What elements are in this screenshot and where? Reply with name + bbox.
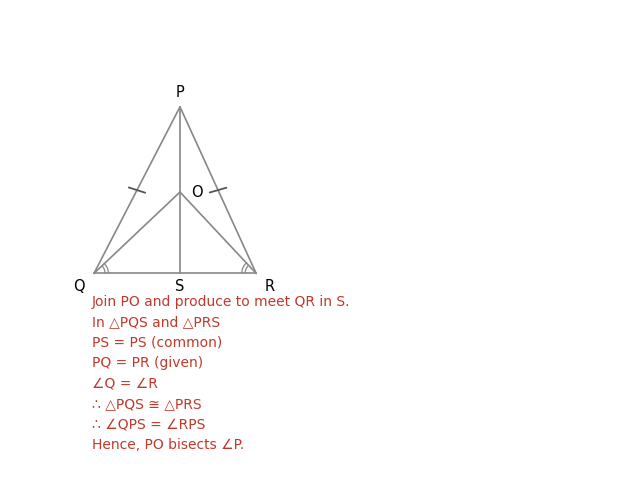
Text: ∴ △PQS ≅ △PRS: ∴ △PQS ≅ △PRS — [91, 397, 201, 411]
Text: In △PQS and △PRS: In △PQS and △PRS — [91, 315, 219, 329]
Text: PQ = PR (given): PQ = PR (given) — [91, 356, 203, 370]
Text: Hence, PO bisects ∠P.: Hence, PO bisects ∠P. — [91, 439, 244, 452]
Text: P: P — [176, 85, 184, 100]
Text: R: R — [265, 279, 275, 294]
Text: ∴ ∠QPS = ∠RPS: ∴ ∠QPS = ∠RPS — [91, 418, 205, 432]
Text: Join PO and produce to meet QR in S.: Join PO and produce to meet QR in S. — [91, 295, 350, 309]
Text: Q: Q — [74, 279, 85, 294]
Text: O: O — [191, 185, 202, 200]
Text: ∠Q = ∠R: ∠Q = ∠R — [91, 377, 157, 391]
Text: PS = PS (common): PS = PS (common) — [91, 336, 222, 350]
Text: S: S — [175, 279, 184, 294]
